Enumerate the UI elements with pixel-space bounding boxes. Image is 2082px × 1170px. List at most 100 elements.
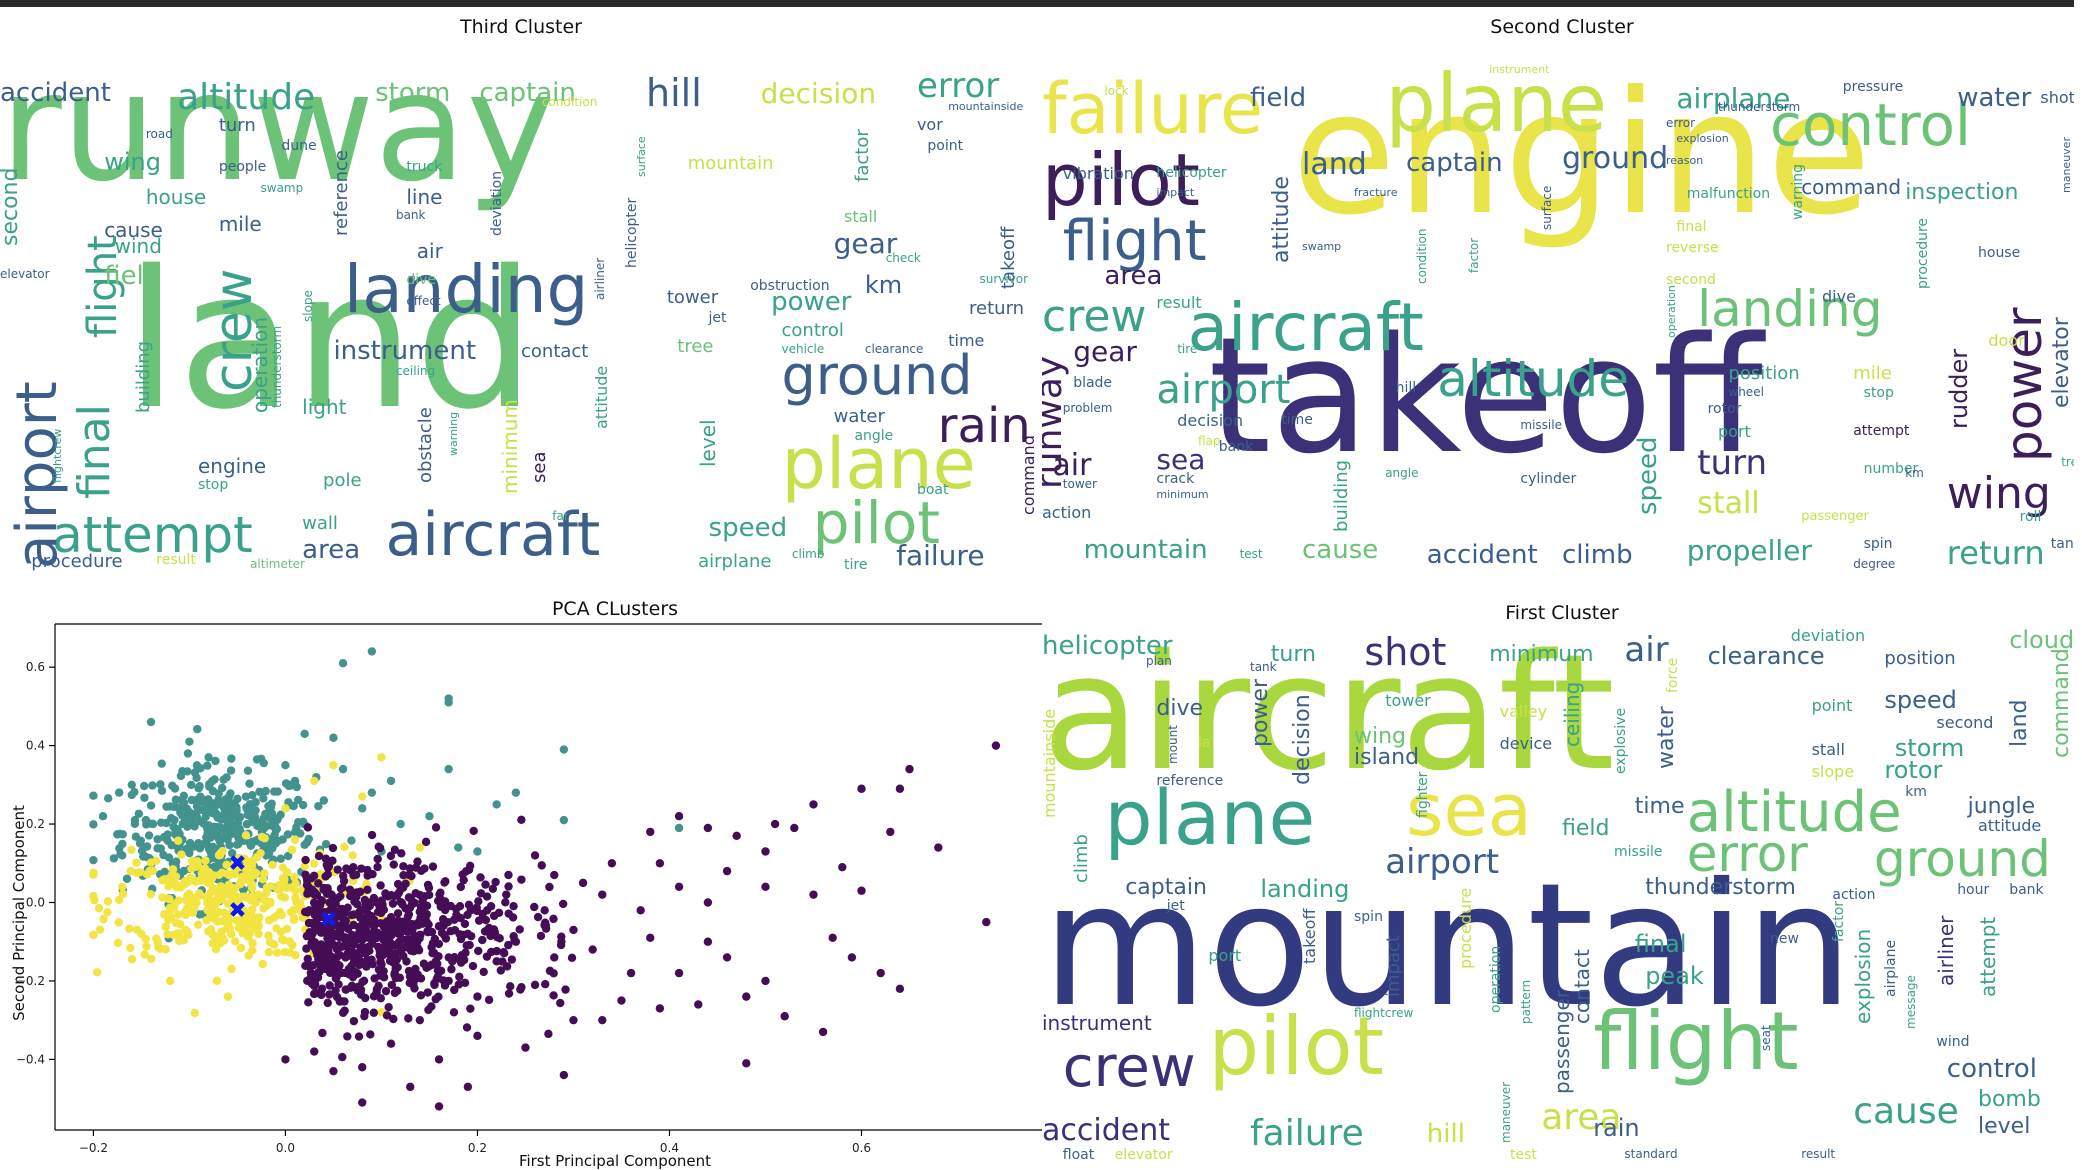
scatter-point — [674, 968, 684, 978]
word-error: error — [1666, 116, 1696, 131]
word-reverse: reverse — [1666, 240, 1719, 257]
word-decision: decision — [760, 76, 877, 110]
word-tower: tower — [666, 287, 719, 309]
scatter-point — [394, 939, 403, 948]
first-cluster-panel: First Cluster aircraft mountain plane sea al… — [1042, 594, 2082, 1170]
word-test: test — [1510, 1147, 1537, 1164]
word-flightcrew: flightcrew — [1354, 1006, 1414, 1021]
word-climb: climb — [791, 546, 825, 561]
scatter-point — [165, 802, 175, 811]
word-mount: mount — [1165, 724, 1180, 764]
scatter-point — [379, 973, 389, 982]
scatter-point — [289, 801, 298, 811]
scatter-point — [626, 968, 636, 978]
scatter-point — [212, 976, 222, 986]
scatter-point — [304, 962, 314, 971]
scatter-point — [282, 868, 292, 877]
scatter-point — [323, 998, 332, 1008]
scatter-point — [336, 925, 345, 934]
scatter-point — [386, 851, 396, 861]
scatter-point — [222, 860, 231, 869]
scatter-point — [393, 986, 402, 995]
word-thunderstorm: thunderstorm — [1645, 875, 1796, 901]
scatter-point — [127, 955, 137, 964]
word-building: building — [133, 341, 155, 414]
word-cause: cause — [1302, 534, 1379, 565]
word-truck: truck — [406, 159, 443, 176]
word-factor: factor — [852, 129, 874, 182]
second-cluster-panel: Second Cluster engine takeoff plane failure… — [1042, 8, 2082, 580]
word-point: point — [927, 137, 964, 154]
word-flight: flight — [1062, 209, 1207, 275]
scatter-point — [674, 812, 684, 821]
scatter-point — [242, 804, 252, 813]
word-port: port — [1208, 945, 1242, 965]
scatter-point — [545, 882, 554, 892]
scatter-point — [159, 850, 168, 860]
scatter-point — [515, 925, 524, 934]
scatter-point — [232, 916, 241, 925]
scatter-point — [377, 960, 386, 969]
word-new: new — [1770, 930, 1799, 947]
word-impact: impact — [1383, 934, 1405, 997]
scatter-point — [156, 844, 166, 853]
scatter-point — [386, 1039, 396, 1048]
scatter-point — [228, 861, 238, 871]
scatter-point — [344, 924, 353, 934]
word-float: float — [1062, 1147, 1095, 1164]
scatter-point — [488, 884, 498, 894]
third-cluster-title: Third Cluster — [460, 16, 582, 38]
scatter-point — [103, 908, 112, 917]
word-power: power — [771, 287, 852, 318]
scatter-point — [369, 918, 378, 927]
scatter-point — [387, 980, 397, 990]
scatter-point — [557, 937, 566, 946]
scatter-point — [466, 1004, 475, 1013]
word-operation: operation — [1665, 285, 1678, 338]
word-plan: plan — [1146, 654, 1172, 669]
scatter-point — [276, 854, 285, 863]
scatter-point — [201, 812, 210, 822]
scatter-point — [137, 846, 147, 856]
word-takeoff: takeoff — [1208, 302, 1763, 490]
word-mile: mile — [1853, 362, 1892, 384]
word-turn: turn — [218, 115, 256, 137]
word-boat: boat — [916, 482, 949, 499]
scatter-point — [245, 929, 254, 938]
scatter-point — [367, 830, 377, 840]
word-factor: factor — [1467, 238, 1482, 274]
scatter-point — [310, 942, 319, 952]
word-landing: landing — [343, 251, 589, 329]
scatter-point — [229, 824, 239, 833]
scatter-point — [409, 947, 418, 956]
scatter-point — [790, 823, 799, 833]
scatter-point — [419, 959, 429, 968]
word-inspection: inspection — [1905, 179, 2019, 205]
scatter-point — [415, 843, 425, 852]
word-airplane: airplane — [1676, 82, 1791, 116]
word-pilot: pilot — [1042, 138, 1200, 223]
scatter-point — [113, 938, 123, 948]
scatter-point — [231, 937, 240, 946]
scatter-point — [95, 925, 105, 934]
scatter-point — [132, 868, 142, 878]
scatter-point — [549, 914, 558, 924]
scatter-point — [352, 968, 361, 978]
word-aircraft: aircraft — [1187, 288, 1424, 366]
scatter-point — [178, 819, 187, 828]
scatter-point — [264, 948, 274, 957]
word-turn: turn — [1270, 642, 1316, 668]
word-return: return — [969, 298, 1025, 320]
scatter-point — [118, 839, 127, 849]
word-wing: wing — [1946, 468, 2051, 520]
first-cluster-wordcloud: aircraft mountain plane sea altitude error gro… — [1042, 628, 2082, 1170]
scatter-point — [94, 903, 104, 913]
scatter-point — [132, 858, 141, 867]
scatter-point — [259, 895, 268, 904]
scatter-point — [218, 933, 227, 942]
scatter-point — [598, 890, 607, 899]
word-swamp: swamp — [1302, 240, 1342, 254]
word-lock: lock — [1104, 84, 1129, 99]
word-condition: condition — [1415, 228, 1430, 285]
word-land: land — [125, 230, 536, 452]
